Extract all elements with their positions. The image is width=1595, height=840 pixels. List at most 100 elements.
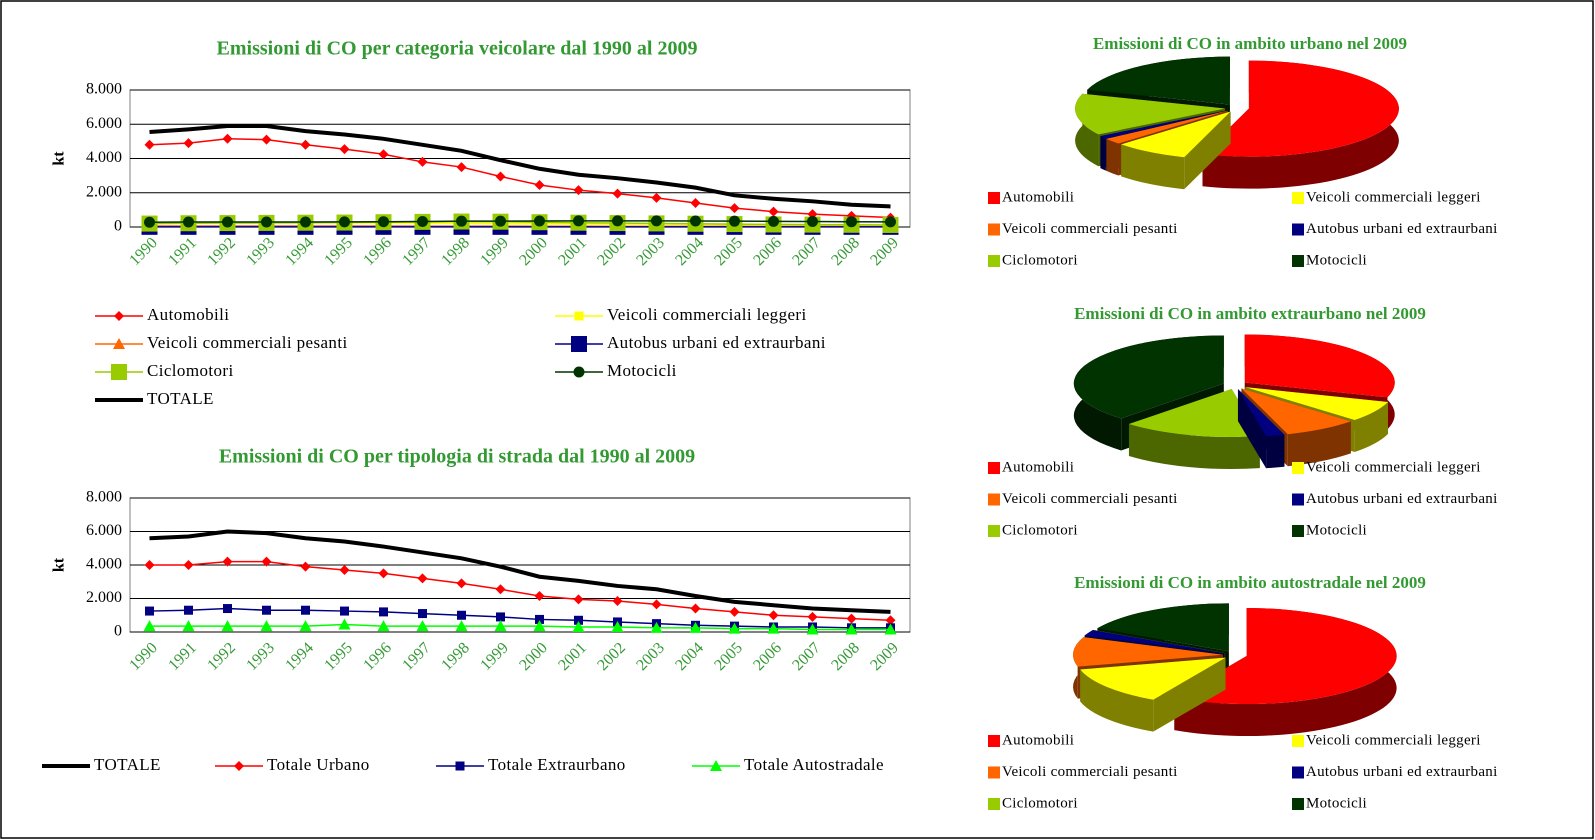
data-point: [728, 622, 741, 634]
y-tick-label: 0: [114, 218, 122, 235]
y-axis-label: kt: [51, 557, 68, 572]
data-point: [378, 568, 389, 579]
pie-slice: [1097, 603, 1229, 652]
data-point: [456, 215, 467, 227]
data-point: [223, 604, 232, 614]
legend-marker: [455, 761, 465, 771]
legend-label: Veicoli commerciali pesanti: [1002, 221, 1178, 237]
data-point: [145, 606, 154, 616]
data-point: [456, 162, 467, 173]
legend-label: Autobus urbani ed extraurbani: [607, 333, 826, 352]
data-point: [222, 216, 233, 228]
y-tick-label: 8.000: [86, 81, 122, 98]
series-line: [149, 560, 891, 622]
data-point: [534, 180, 545, 191]
chart-title: Emissioni di CO per categoria veicolare …: [217, 38, 698, 60]
data-point: [221, 620, 234, 632]
pie-slice-side: [1266, 434, 1285, 469]
legend-swatch: [988, 462, 1000, 474]
legend-label: Automobili: [147, 305, 229, 324]
data-point: [533, 620, 546, 632]
data-point: [417, 216, 428, 228]
data-point: [183, 560, 194, 570]
legend-marker: [573, 366, 585, 378]
data-point: [144, 139, 155, 150]
pie-slice: [1073, 637, 1224, 667]
data-point: [182, 620, 195, 632]
legend-label: Autobus urbani ed extraurbani: [1306, 491, 1498, 507]
data-point: [416, 620, 429, 632]
series-line: [149, 220, 891, 223]
legend-label: Motocicli: [1306, 522, 1367, 538]
legend-marker: [710, 760, 722, 771]
series-line: [149, 123, 891, 209]
data-point: [807, 611, 818, 622]
pie-slice: [1106, 110, 1228, 144]
pie-slice: [1241, 388, 1351, 435]
data-point: [339, 565, 350, 576]
chart-title: Emissioni di CO in ambito urbano nel 200…: [1093, 34, 1407, 53]
legend-label: Ciclomotori: [1002, 522, 1078, 538]
data-point: [418, 609, 427, 619]
y-tick-label: 8.000: [86, 489, 122, 506]
data-point: [455, 620, 468, 632]
y-tick-label: 4.000: [86, 556, 122, 573]
data-point: [222, 133, 233, 144]
data-point: [494, 620, 507, 632]
legend-label: Automobili: [1002, 189, 1074, 205]
y-tick-label: 6.000: [86, 522, 122, 539]
legend-swatch: [988, 766, 1000, 779]
data-point: [339, 216, 350, 228]
legend-marker: [234, 761, 244, 771]
data-point: [495, 584, 506, 595]
pie-slice: [1128, 389, 1260, 438]
pie-slice: [1100, 110, 1228, 139]
data-point: [261, 216, 272, 228]
data-point: [573, 215, 584, 227]
data-point: [767, 622, 780, 634]
data-point: [184, 605, 193, 615]
legend-swatch: [988, 525, 1000, 537]
data-point: [806, 623, 819, 635]
data-point: [884, 623, 897, 635]
series-line: [149, 529, 891, 614]
data-point: [222, 556, 233, 567]
legend-swatch: [988, 255, 1000, 267]
pie-slice: [1244, 334, 1395, 398]
y-tick-label: 2.000: [86, 589, 122, 606]
pie-slice: [1087, 56, 1230, 105]
pie-slice: [1121, 111, 1231, 158]
data-point: [651, 215, 662, 227]
data-point: [690, 603, 701, 614]
data-point: [340, 606, 349, 616]
pie-slice: [1202, 60, 1399, 157]
data-point: [300, 561, 311, 572]
legend-label: Totale Autostradale: [744, 755, 884, 774]
legend-label: TOTALE: [94, 755, 161, 774]
data-point: [301, 605, 310, 615]
pie-slice-side: [1237, 389, 1267, 469]
data-point: [378, 216, 389, 228]
pie-slice: [1084, 630, 1225, 654]
pie-slice-side: [1354, 401, 1388, 452]
y-tick-label: 6.000: [86, 115, 122, 132]
data-point: [457, 610, 466, 620]
data-point: [496, 612, 505, 622]
legend-marker: [111, 364, 127, 380]
legend-label: Ciclomotori: [1002, 252, 1078, 268]
legend-label: Totale Urbano: [267, 755, 370, 774]
legend-label: Veicoli commerciali leggeri: [1306, 189, 1481, 205]
y-axis-label: kt: [51, 151, 68, 166]
y-tick-label: 4.000: [86, 149, 122, 166]
legend-label: Ciclomotori: [147, 361, 234, 380]
pie-slice: [1075, 93, 1226, 135]
legend-label: Totale Extraurbano: [488, 755, 626, 774]
legend-swatch: [1292, 735, 1304, 747]
legend-label: Ciclomotori: [1002, 795, 1078, 811]
chart-title: Emissioni di CO in ambito extraurbano ne…: [1074, 304, 1426, 323]
series-line: [149, 623, 891, 631]
pie-slice-side: [1100, 136, 1106, 171]
pie-slice: [1073, 335, 1224, 419]
chart-title: Emissioni di CO in ambito autostradale n…: [1074, 573, 1426, 592]
legend-label: Veicoli commerciali pesanti: [1002, 491, 1178, 507]
